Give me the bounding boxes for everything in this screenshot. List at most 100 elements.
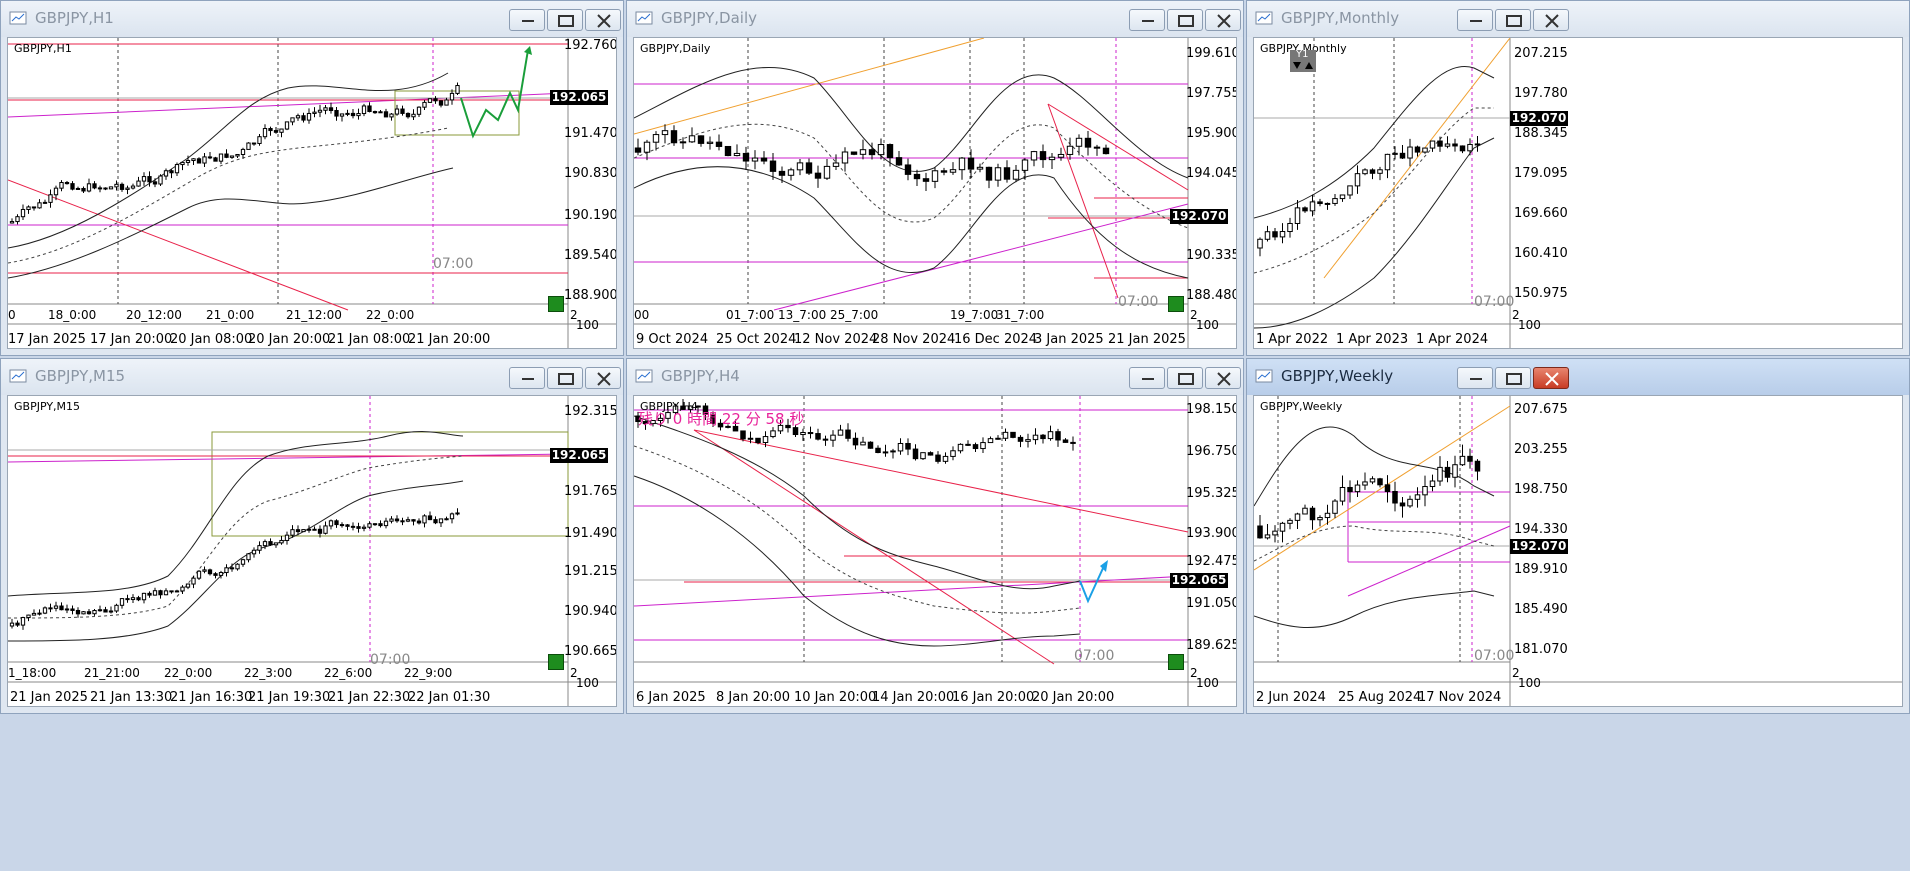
axis-label: 13_7:00 — [778, 308, 827, 322]
minimize-icon — [1142, 378, 1154, 380]
candle-body — [1264, 534, 1271, 539]
candle-body — [715, 141, 723, 147]
candle-body — [405, 519, 411, 522]
chart-window-daily[interactable]: GBPJPY,Daily — [626, 0, 1244, 356]
time-axis-label: 3 Jan 2025 — [1034, 332, 1104, 347]
candle-body — [706, 141, 714, 144]
time-marker-label: 07:00 — [1474, 648, 1515, 664]
candle-body — [913, 173, 921, 180]
window-titlebar[interactable]: GBPJPY,Daily — [627, 1, 1243, 37]
chart-area[interactable]: GBPJPY,H1 192.065 192.760 191.470 190.83… — [7, 37, 617, 349]
price-axis-label: 192.475 — [1186, 554, 1237, 569]
candle-body — [1414, 146, 1421, 153]
chart-area[interactable]: GBPJPY,M15 192.065 192.315 191.765 191.4… — [7, 395, 617, 707]
close-button[interactable] — [585, 367, 621, 389]
candle-body — [279, 539, 284, 544]
time-axis-label: 16 Jan 20:00 — [952, 690, 1035, 705]
axis-label: 00 — [634, 308, 650, 322]
maximize-button[interactable] — [1495, 367, 1531, 389]
time-marker-label: 07:00 — [1074, 648, 1115, 664]
candle-body — [751, 157, 759, 162]
indicator-axis-label: 100 — [576, 318, 599, 332]
price-axis-label: 185.490 — [1514, 602, 1568, 617]
chart-area[interactable]: GBPJPY,Weekly 192.070 207.675 203.255 19… — [1253, 395, 1903, 707]
chart-window-h1[interactable]: GBPJPY,H1 GBPJPY,H1 1 — [0, 0, 624, 356]
close-button[interactable] — [1533, 9, 1569, 31]
candle-body — [787, 169, 795, 176]
maximize-button[interactable] — [547, 9, 583, 31]
indicator-button[interactable] — [548, 654, 564, 670]
candle-body — [1317, 517, 1323, 521]
y1-toggle-widget[interactable]: Y1 — [1290, 49, 1316, 72]
minimize-button[interactable] — [509, 367, 545, 389]
indicator-axis-label: 100 — [1518, 318, 1541, 332]
candle-body — [416, 106, 422, 115]
close-button[interactable] — [1205, 367, 1241, 389]
candle-body — [268, 128, 273, 132]
candle-body — [958, 157, 966, 171]
minimize-icon — [1470, 378, 1482, 380]
chart-area[interactable]: GBPJPY,Daily 192.070 199.610 197.755 195… — [633, 37, 1237, 349]
minimize-button[interactable] — [509, 9, 545, 31]
maximize-button[interactable] — [1495, 9, 1531, 31]
axis-label: 31_7:00 — [996, 308, 1045, 322]
candle-body — [147, 176, 152, 183]
close-button[interactable] — [1533, 367, 1569, 389]
candle-body — [1452, 464, 1458, 478]
candle-body — [455, 512, 460, 515]
time-axis-label: 17 Jan 20:00 — [90, 332, 173, 347]
candle-body — [9, 221, 15, 224]
candle-body — [378, 523, 383, 527]
indicator-button[interactable] — [548, 296, 564, 312]
maximize-button[interactable] — [1167, 9, 1203, 31]
minimize-button[interactable] — [1129, 367, 1165, 389]
axis-label: 21_12:00 — [286, 308, 342, 322]
current-price-tag: 192.070 — [1510, 539, 1568, 554]
y1-label: Y1 — [1296, 49, 1309, 60]
chart-window-monthly[interactable]: GBPJPY,Monthly GBPJPY,Monthly Y1 192.070… — [1246, 0, 1910, 356]
candle-body — [868, 149, 876, 156]
candle-body — [240, 559, 246, 565]
candle-body — [339, 524, 345, 527]
minimize-button[interactable] — [1457, 9, 1493, 31]
candle-body — [1362, 169, 1368, 175]
chart-area[interactable]: GBPJPY,H4 残り 0 時間 22 分 58 秒 192.065 198.… — [633, 395, 1237, 707]
price-axis-label: 179.095 — [1514, 166, 1568, 181]
indicator-button[interactable] — [1168, 654, 1184, 670]
chart-area[interactable]: GBPJPY,Monthly Y1 192.070 207.215 197.78… — [1253, 37, 1903, 349]
close-button[interactable] — [585, 9, 621, 31]
window-titlebar[interactable]: GBPJPY,M15 — [1, 359, 623, 395]
candle-body — [1407, 146, 1413, 159]
candle-body — [185, 583, 191, 588]
minimize-button[interactable] — [1457, 367, 1493, 389]
candle-body — [53, 605, 59, 609]
minimize-button[interactable] — [1129, 9, 1165, 31]
candle-body — [967, 157, 975, 170]
candle-body — [1302, 207, 1308, 212]
candle-body — [86, 183, 92, 192]
maximize-button[interactable] — [547, 367, 583, 389]
candle-body — [284, 534, 290, 541]
candle-body — [770, 430, 776, 438]
maximize-button[interactable] — [1167, 367, 1203, 389]
candle-body — [1332, 198, 1338, 204]
window-titlebar[interactable]: GBPJPY,H1 — [1, 1, 623, 37]
chart-window-icon — [635, 369, 653, 383]
chart-window-m15[interactable]: GBPJPY,M15 GBPJPY,M15 192.065 192.315 19… — [0, 358, 624, 714]
candle-body — [1399, 152, 1406, 159]
candle-body — [345, 524, 350, 527]
window-titlebar[interactable]: GBPJPY,Weekly — [1247, 359, 1909, 395]
close-button[interactable] — [1205, 9, 1241, 31]
candle-body — [792, 427, 799, 436]
candle-body — [1459, 145, 1466, 152]
candle-body — [1399, 502, 1406, 507]
indicator-button[interactable] — [1168, 296, 1184, 312]
time-axis-label: 12 Nov 2024 — [794, 332, 878, 347]
candle-body — [306, 528, 312, 531]
window-titlebar[interactable]: GBPJPY,Monthly — [1247, 1, 1909, 37]
chart-window-weekly[interactable]: GBPJPY,Weekly GBPJPY,Weekly 192.070 20 — [1246, 358, 1910, 714]
chart-window-h4[interactable]: GBPJPY,H4 GBPJPY,H — [626, 358, 1244, 714]
time-axis-label: 21 Jan 08:00 — [328, 332, 411, 347]
candle-body — [1287, 222, 1293, 233]
window-titlebar[interactable]: GBPJPY,H4 — [627, 359, 1243, 395]
